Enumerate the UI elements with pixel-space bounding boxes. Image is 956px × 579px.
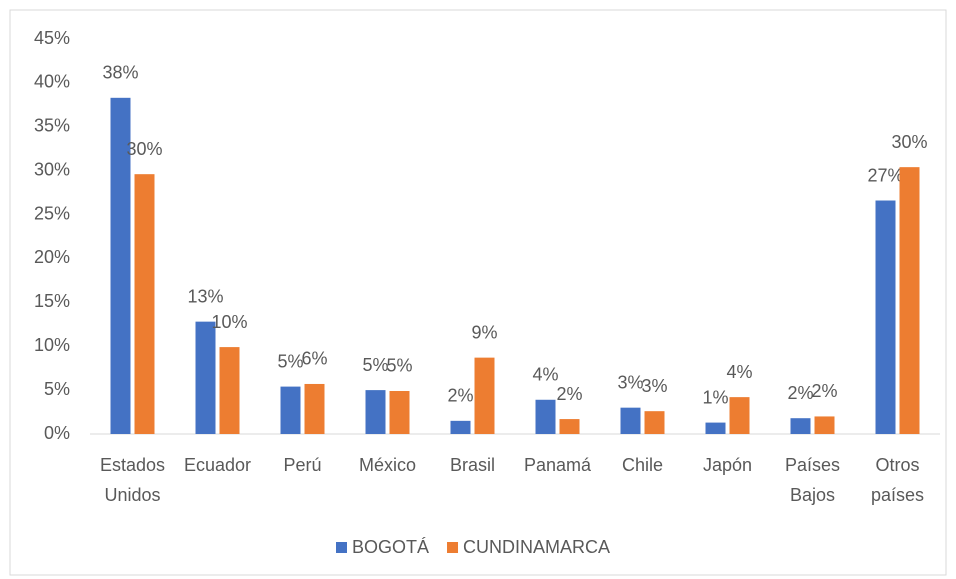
data-label: 38% [102,63,138,83]
bar [134,174,155,434]
bar [620,407,641,434]
legend-swatch [447,542,459,553]
bar [535,399,556,434]
bar [304,383,325,434]
data-label: 3% [617,372,643,392]
data-label: 5% [277,351,303,371]
data-label: 13% [187,286,223,306]
y-tick-label: 25% [34,203,70,223]
chart-frame [9,9,947,576]
x-tick-label: Japón [703,455,752,475]
data-label: 30% [126,139,162,159]
y-tick-label: 0% [44,423,70,443]
x-tick-label: México [359,455,416,475]
x-tick-label: Otros países [871,455,924,505]
data-label: 6% [301,349,327,369]
bar [195,321,216,434]
data-label: 10% [211,312,247,332]
x-tick-label: Panamá [524,455,592,475]
x-tick-label: Estados Unidos [100,455,165,505]
data-label: 4% [726,362,752,382]
bar [899,167,920,434]
data-label: 4% [532,365,558,385]
x-tick-label: Países Bajos [785,455,840,505]
legend-label: CUNDINAMARCA [463,537,610,557]
bar [219,347,240,434]
bar [365,390,386,434]
bar [875,200,896,434]
bar [110,97,131,435]
bar [729,397,750,434]
data-label: 2% [811,381,837,401]
bar [705,422,726,434]
data-label: 2% [556,384,582,404]
data-label: 1% [702,387,728,407]
y-tick-label: 40% [34,72,70,92]
data-label: 5% [386,356,412,376]
data-label: 27% [867,165,903,185]
x-tick-label: Brasil [450,455,495,475]
y-tick-label: 10% [34,335,70,355]
bar [790,418,811,434]
x-tick-label: Chile [622,455,663,475]
data-label: 30% [891,132,927,152]
x-tick-label: Ecuador [184,455,251,475]
data-label: 5% [362,355,388,375]
bar [644,411,665,434]
y-tick-label: 5% [44,379,70,399]
y-tick-label: 15% [34,291,70,311]
bar [814,416,835,434]
data-label: 2% [787,383,813,403]
data-label: 9% [471,322,497,342]
y-tick-label: 30% [34,159,70,179]
y-tick-label: 35% [34,116,70,136]
bar [280,386,301,434]
bar [559,419,580,434]
y-tick-label: 45% [34,28,70,48]
data-label: 3% [641,376,667,396]
data-label: 2% [447,386,473,406]
x-tick-label: Perú [283,455,321,475]
legend-swatch [336,542,347,553]
y-tick-label: 20% [34,247,70,267]
bar [450,420,471,434]
legend-label: BOGOTÁ [352,537,429,557]
bar [474,357,495,434]
bar [389,390,410,434]
